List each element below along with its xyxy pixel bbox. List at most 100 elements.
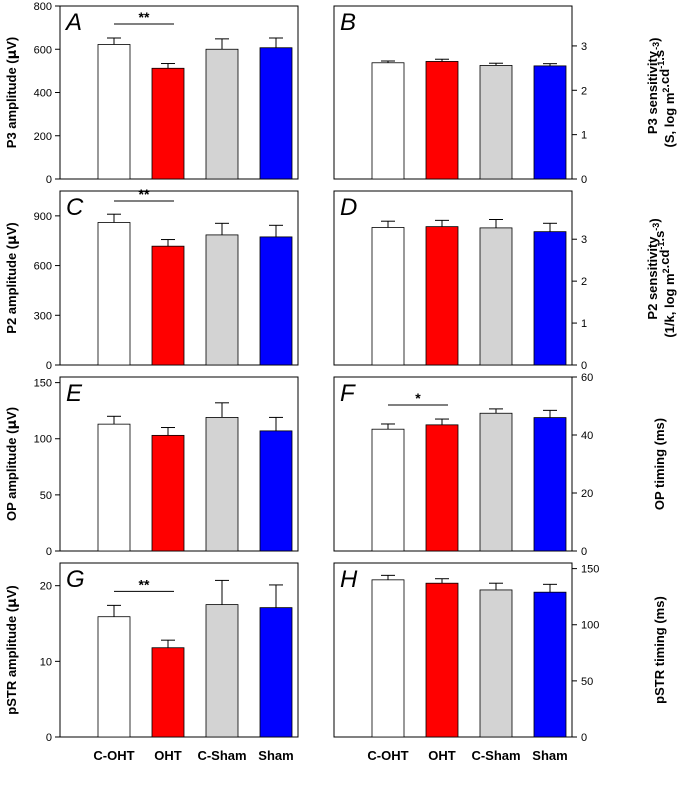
y-tick-label: 100 xyxy=(34,434,52,446)
y-tick-label: 3 xyxy=(581,234,587,246)
bar-c-oht xyxy=(97,222,131,366)
y-tick-label: 0 xyxy=(46,360,52,372)
y-tick-label: 100 xyxy=(581,620,599,632)
category-label: C-OHT xyxy=(93,748,134,763)
bar-c-sham xyxy=(205,604,239,738)
bar-sham xyxy=(533,417,567,552)
y-tick-label: 0 xyxy=(46,732,52,744)
bar-c-sham xyxy=(479,227,513,366)
y-tick-label: 0 xyxy=(46,174,52,186)
bar-c-oht xyxy=(97,423,131,552)
y-tick-label: 600 xyxy=(34,261,52,273)
bar-sham xyxy=(259,47,293,180)
y-tick-label: 600 xyxy=(34,44,52,56)
bar-oht xyxy=(425,61,459,180)
category-label: C-Sham xyxy=(197,748,246,763)
bar-c-sham xyxy=(479,589,513,738)
category-label: Sham xyxy=(258,748,293,763)
bar-sham xyxy=(533,65,567,180)
panel-label: E xyxy=(66,380,83,407)
y-tick-label: 0 xyxy=(581,360,587,372)
y-tick-label: 0 xyxy=(46,546,52,558)
category-label: OHT xyxy=(154,748,182,763)
category-label: Sham xyxy=(532,748,567,763)
y-axis-label: pSTR timing (ms) xyxy=(652,596,667,704)
bar-c-oht xyxy=(371,62,405,180)
bar-c-sham xyxy=(479,412,513,552)
bar-c-sham xyxy=(205,48,239,180)
bar-c-sham xyxy=(205,417,239,552)
y-axis-label-units: (1/k, log m2.cd-1.s-3) xyxy=(647,218,677,337)
y-axis-label: P3 amplitude (μV) xyxy=(4,37,20,148)
y-axis-label: OP timing (ms) xyxy=(652,418,667,510)
bar-oht xyxy=(151,245,185,366)
category-label: C-OHT xyxy=(367,748,408,763)
panel-label: B xyxy=(340,9,356,36)
y-tick-label: 3 xyxy=(581,41,587,53)
category-label: C-Sham xyxy=(471,748,520,763)
bar-sham xyxy=(259,430,293,552)
y-axis-label-units: (S, log m2.cd-1.s-3) xyxy=(647,38,677,148)
y-tick-label: 200 xyxy=(34,131,52,143)
bar-c-oht xyxy=(371,579,405,738)
bar-oht xyxy=(425,582,459,738)
y-tick-label: 1 xyxy=(581,318,587,330)
y-axis-label: OP amplitude (μV) xyxy=(4,407,20,521)
panel-label: H xyxy=(340,566,358,593)
y-axis-label: P2 sensitivity xyxy=(645,236,660,320)
panel-C: 0 300 600 900 ** C P2 amplitude (μV) xyxy=(4,186,299,372)
y-axis-label: P2 amplitude (μV) xyxy=(4,222,20,333)
bar-sham xyxy=(259,236,293,366)
y-tick-label: 10 xyxy=(40,656,52,668)
bar-c-oht xyxy=(371,428,405,552)
panel-label: A xyxy=(64,9,82,36)
y-tick-label: 0 xyxy=(581,546,587,558)
category-label: OHT xyxy=(428,748,456,763)
bar-c-sham xyxy=(479,65,513,180)
y-tick-label: 300 xyxy=(34,310,52,322)
bar-oht xyxy=(151,647,185,738)
significance-label: ** xyxy=(139,576,150,592)
bar-oht xyxy=(151,67,185,180)
bar-oht xyxy=(425,424,459,552)
bar-sham xyxy=(259,607,293,738)
y-tick-label: 20 xyxy=(40,581,52,593)
significance-label: ** xyxy=(139,9,150,25)
y-axis-label: pSTR amplitude (μV) xyxy=(4,585,20,714)
panel-label: D xyxy=(340,194,357,221)
panel-D: 0 1 2 3 D P2 sensitivity (1/k, log m2.cd-1.s-3… xyxy=(333,190,677,372)
y-tick-label: 800 xyxy=(34,1,52,13)
bar-c-sham xyxy=(205,234,239,366)
y-tick-label: 150 xyxy=(581,564,599,576)
significance-label: ** xyxy=(139,186,150,202)
y-tick-label: 2 xyxy=(581,276,587,288)
y-tick-label: 1 xyxy=(581,130,587,142)
panel-A: 0 200 400 600 800 ** A P3 amplitude (μV) xyxy=(4,1,299,186)
bar-oht xyxy=(425,226,459,366)
bar-oht xyxy=(151,434,185,552)
y-tick-label: 900 xyxy=(34,211,52,223)
bar-sham xyxy=(533,591,567,738)
y-tick-label: 50 xyxy=(581,676,593,688)
y-axis-label: P3 sensitivity xyxy=(645,50,660,134)
y-tick-label: 400 xyxy=(34,88,52,100)
panel-B: 0 1 2 3 B P3 sensitivity (S, log m2.cd-1.s-3) xyxy=(333,5,677,186)
bar-c-oht xyxy=(97,616,131,738)
y-tick-label: 40 xyxy=(581,430,593,442)
bar-sham xyxy=(533,231,567,366)
y-tick-label: 150 xyxy=(34,378,52,390)
significance-label: * xyxy=(415,390,421,406)
panel-label: F xyxy=(340,380,356,407)
y-tick-label: 20 xyxy=(581,488,593,500)
panel-label: C xyxy=(66,194,84,221)
y-tick-label: 60 xyxy=(581,372,593,384)
y-tick-label: 50 xyxy=(40,490,52,502)
panel-E: 0 50 100 150 E OP amplitude (μV) xyxy=(4,376,299,558)
bar-c-oht xyxy=(371,227,405,366)
y-tick-label: 0 xyxy=(581,174,587,186)
y-tick-label: 2 xyxy=(581,85,587,97)
y-tick-label: 0 xyxy=(581,732,587,744)
